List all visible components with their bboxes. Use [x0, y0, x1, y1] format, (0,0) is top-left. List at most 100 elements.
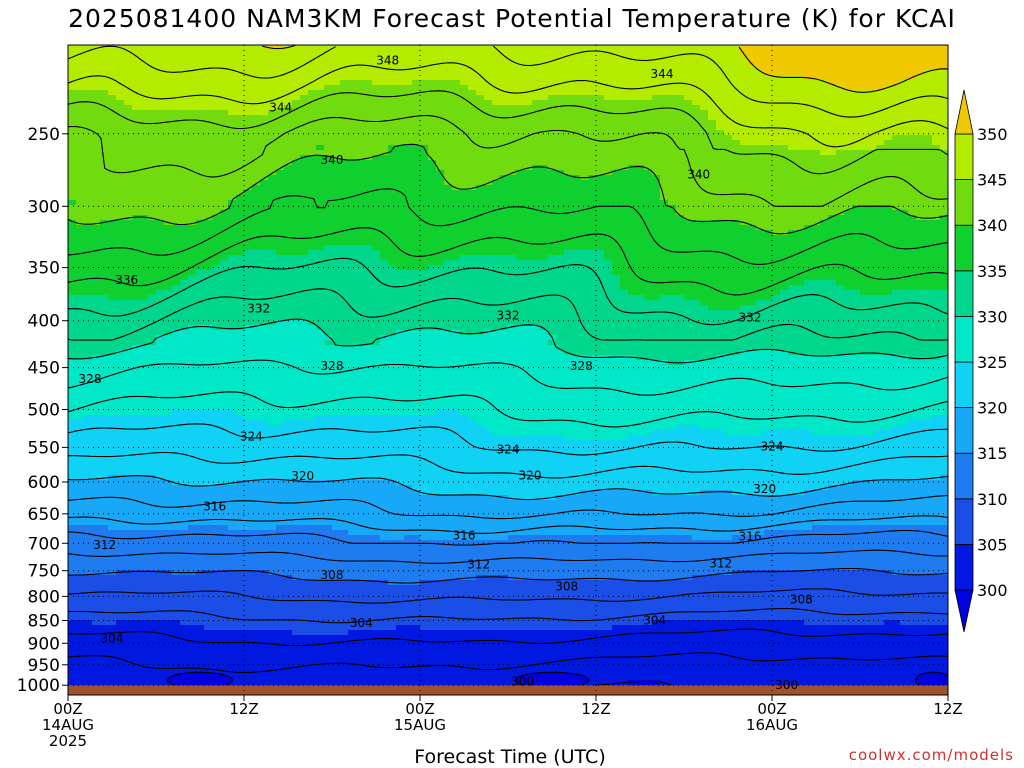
band-cell: [244, 415, 317, 421]
band-cell: [764, 70, 925, 76]
band-cell: [348, 530, 765, 536]
band-cell: [116, 95, 301, 101]
band-cell: [636, 355, 717, 361]
band-cell: [324, 145, 389, 151]
band-cell: [116, 620, 181, 626]
band-cell: [68, 630, 293, 636]
y-tick-label: 500: [28, 401, 60, 421]
band-cell: [68, 435, 565, 441]
band-cell: [68, 615, 948, 621]
band-cell: [108, 475, 157, 481]
band-cell: [892, 290, 948, 296]
band-cell: [372, 80, 413, 86]
band-cell: [372, 245, 948, 251]
band-cell: [708, 305, 741, 311]
band-cell: [68, 595, 948, 601]
band-cell: [700, 105, 948, 111]
band-cell: [292, 100, 493, 106]
band-cell: [68, 680, 629, 686]
band-cell: [68, 335, 157, 341]
band-cell: [68, 510, 948, 516]
band-cell: [756, 300, 948, 306]
band-cell: [724, 130, 948, 136]
band-cell: [652, 95, 685, 101]
band-cell: [476, 420, 909, 426]
band-cell: [196, 270, 613, 276]
band-cell: [236, 410, 437, 416]
contour-336: [68, 227, 948, 296]
contour-labels: 348 344 344 340 340 336 332 332 332 328 328 328 324 3…: [79, 54, 813, 693]
band-cell: [68, 235, 948, 241]
band-cell: [68, 590, 948, 596]
band-cell: [276, 250, 309, 256]
band-cell: [284, 420, 477, 426]
band-cell: [68, 475, 109, 481]
band-cell: [580, 490, 653, 496]
band-cell: [716, 125, 948, 131]
band-cell: [68, 180, 261, 186]
band-cell: [380, 255, 461, 261]
band-cell: [940, 145, 948, 151]
band-cell: [68, 115, 709, 121]
band-cell: [756, 65, 948, 71]
y-tick-label: 750: [28, 562, 60, 582]
band-cell: [444, 170, 517, 176]
band-cell: [660, 680, 948, 686]
band-cell: [68, 165, 285, 171]
band-cell: [108, 90, 309, 96]
colorbar-label: 300: [977, 581, 1008, 600]
x-tick-label: 12Z: [229, 700, 258, 718]
band-cell: [68, 200, 77, 206]
band-cell: [68, 290, 157, 296]
band-cell: [68, 320, 277, 326]
band-cell: [908, 420, 948, 426]
band-cell: [68, 175, 269, 181]
band-cell: [764, 430, 813, 436]
band-cell: [68, 350, 117, 356]
band-cell: [644, 295, 661, 301]
band-cell: [612, 265, 948, 271]
band-cell: [188, 525, 229, 531]
band-cell: [388, 145, 429, 151]
band-cell: [68, 210, 221, 216]
band-cell: [828, 485, 948, 491]
band-cell: [68, 95, 117, 101]
band-cell: [628, 435, 948, 441]
band-cell: [172, 410, 237, 416]
y-tick-label: 450: [28, 359, 60, 379]
band-cell: [804, 75, 917, 81]
band-cell: [396, 480, 853, 486]
band-cell: [436, 410, 461, 416]
contour-320: [68, 475, 948, 501]
contour-label: 340: [687, 168, 710, 182]
band-cell: [156, 335, 333, 341]
contour-318: [68, 494, 948, 520]
contour-label: 308: [790, 592, 813, 606]
band-cell: [68, 620, 93, 626]
band-cell: [68, 450, 948, 456]
band-cell: [68, 660, 948, 666]
band-cell: [532, 165, 549, 171]
band-cell: [484, 95, 549, 101]
band-cell: [700, 425, 893, 431]
band-cell: [852, 205, 893, 211]
band-cell: [76, 200, 229, 206]
band-cell: [316, 415, 469, 421]
grid-lines: [68, 45, 948, 695]
contour-label: 332: [739, 311, 762, 325]
band-cell: [628, 290, 781, 296]
band-cell: [244, 325, 317, 331]
x-tick-label: 2025: [49, 732, 87, 750]
x-tick-label: 12Z: [933, 700, 962, 718]
y-tick-label: 700: [28, 534, 60, 554]
band-cell: [244, 190, 661, 196]
band-cell: [588, 175, 661, 181]
chart-title: 2025081400 NAM3KM Forecast Potential Tem…: [68, 4, 956, 33]
band-cell: [68, 80, 341, 86]
band-cell: [100, 220, 165, 226]
band-cell: [68, 545, 948, 551]
band-cell: [180, 620, 653, 626]
band-cell: [844, 210, 909, 216]
colorbar-segment: [954, 452, 974, 500]
contour-label: 320: [519, 468, 542, 482]
